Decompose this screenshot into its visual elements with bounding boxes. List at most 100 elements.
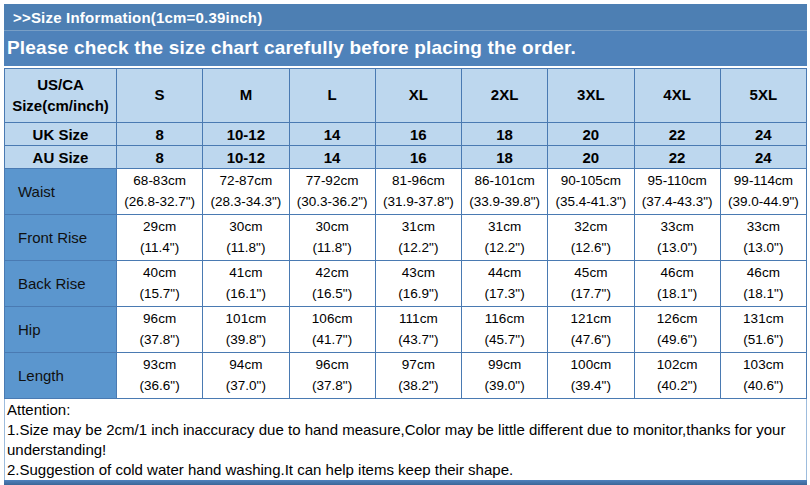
table-cell: 32cm(12.6") <box>548 215 634 261</box>
uk-size-row-label: UK Size <box>5 123 117 146</box>
measurement-cm: 33cm <box>721 217 806 238</box>
measurement-cm: 121cm <box>548 309 633 330</box>
table-cell: 86-101cm(33.9-39.8") <box>462 169 548 215</box>
size-chart-body: UK Size810-12141618202224AU Size810-1214… <box>5 123 807 399</box>
measurement-cm: 90-105cm <box>548 171 633 192</box>
waist-row: Waist68-83cm(26.8-32.7")72-87cm(28.3-34.… <box>5 169 807 215</box>
table-cell: 24 <box>720 123 806 146</box>
table-cell: 126cm(49.6") <box>634 307 720 353</box>
measurement-inch: (11.8") <box>203 238 288 259</box>
measurement-inch: (16.9") <box>376 284 461 305</box>
measurement-cm: 97cm <box>376 355 461 376</box>
measurement-inch: (18.1") <box>721 284 806 305</box>
uk-size-row: UK Size810-12141618202224 <box>5 123 807 146</box>
table-cell: 30cm(11.8") <box>289 215 375 261</box>
table-cell: 16 <box>375 123 461 146</box>
measurement-inch: (37.8") <box>290 376 375 397</box>
measurement-cm: 45cm <box>548 263 633 284</box>
measurement-inch: (40.6") <box>721 376 806 397</box>
table-cell: 33cm(13.0") <box>634 215 720 261</box>
size-col-header: L <box>289 69 375 123</box>
measurement-inch: (12.6") <box>548 238 633 259</box>
table-cell: 46cm(18.1") <box>634 261 720 307</box>
table-cell: 131cm(51.6") <box>720 307 806 353</box>
measurement-cm: 102cm <box>635 355 720 376</box>
table-cell: 103cm(40.6") <box>720 353 806 399</box>
size-chart-header: US/CASize(cm/inch)SMLXL2XL3XL4XL5XL <box>5 69 807 123</box>
measurement-cm: 77-92cm <box>290 171 375 192</box>
bottom-divider-bar <box>4 480 807 485</box>
measurement-inch: (17.7") <box>548 284 633 305</box>
table-cell: 46cm(18.1") <box>720 261 806 307</box>
measurement-inch: (12.2") <box>462 238 547 259</box>
table-cell: 31cm(12.2") <box>375 215 461 261</box>
measurement-inch: (36.6") <box>117 376 202 397</box>
page-subtitle: Please check the size chart carefully be… <box>4 31 807 66</box>
measurement-cm: 40cm <box>117 263 202 284</box>
table-cell: 121cm(47.6") <box>548 307 634 353</box>
measurement-cm: 100cm <box>548 355 633 376</box>
measurement-cm: 126cm <box>635 309 720 330</box>
measurement-inch: (13.0") <box>721 238 806 259</box>
table-cell: 8 <box>117 123 203 146</box>
table-cell: 10-12 <box>203 146 289 169</box>
measurement-cm: 30cm <box>203 217 288 238</box>
measurement-cm: 101cm <box>203 309 288 330</box>
measurement-inch: (28.3-34.3") <box>203 192 288 213</box>
table-cell: 14 <box>289 146 375 169</box>
table-cell: 40cm(15.7") <box>117 261 203 307</box>
table-cell: 95-110cm(37.4-43.3") <box>634 169 720 215</box>
table-cell: 99-114cm(39.0-44.9") <box>720 169 806 215</box>
measurement-cm: 99-114cm <box>721 171 806 192</box>
measurement-inch: (39.8") <box>203 330 288 351</box>
measurement-cm: 103cm <box>721 355 806 376</box>
table-cell: 81-96cm(31.9-37.8") <box>375 169 461 215</box>
measurement-inch: (43.7") <box>376 330 461 351</box>
attention-note-2: 2.Suggestion of cold water hand washing.… <box>7 460 804 480</box>
measurement-inch: (39.4") <box>548 376 633 397</box>
measurement-cm: 96cm <box>290 355 375 376</box>
table-cell: 14 <box>289 123 375 146</box>
table-cell: 100cm(39.4") <box>548 353 634 399</box>
measurement-cm: 94cm <box>203 355 288 376</box>
measurement-inch: (11.8") <box>290 238 375 259</box>
table-cell: 33cm(13.0") <box>720 215 806 261</box>
measurement-inch: (35.4-41.3") <box>548 192 633 213</box>
measurement-inch: (49.6") <box>635 330 720 351</box>
header-banner: >>Size Information(1cm=0.39inch) Please … <box>4 4 807 66</box>
measurement-inch: (37.8") <box>117 330 202 351</box>
size-col-header: 2XL <box>462 69 548 123</box>
measurement-cm: 33cm <box>635 217 720 238</box>
measurement-inch: (47.6") <box>548 330 633 351</box>
table-cell: 106cm(41.7") <box>289 307 375 353</box>
table-cell: 77-92cm(30.3-36.2") <box>289 169 375 215</box>
measurement-inch: (12.2") <box>376 238 461 259</box>
table-cell: 30cm(11.8") <box>203 215 289 261</box>
table-cell: 72-87cm(28.3-34.3") <box>203 169 289 215</box>
size-col-header: XL <box>375 69 461 123</box>
table-cell: 44cm(17.3") <box>462 261 548 307</box>
size-col-header: S <box>117 69 203 123</box>
measurement-inch: (41.7") <box>290 330 375 351</box>
measurement-inch: (15.7") <box>117 284 202 305</box>
measurement-cm: 131cm <box>721 309 806 330</box>
measurement-cm: 96cm <box>117 309 202 330</box>
measurement-cm: 116cm <box>462 309 547 330</box>
attention-section: Attention: 1.Size may be 2cm/1 inch inac… <box>4 399 807 480</box>
table-cell: 20 <box>548 146 634 169</box>
corner-cell-line2: Size(cm/inch) <box>5 96 116 116</box>
measurement-cm: 68-83cm <box>117 171 202 192</box>
table-cell: 41cm(16.1") <box>203 261 289 307</box>
table-cell: 24 <box>720 146 806 169</box>
table-cell: 101cm(39.8") <box>203 307 289 353</box>
measurement-inch: (45.7") <box>462 330 547 351</box>
table-cell: 8 <box>117 146 203 169</box>
corner-cell: US/CASize(cm/inch) <box>5 69 117 123</box>
measurement-cm: 31cm <box>376 217 461 238</box>
front-rise-row: Front Rise29cm(11.4")30cm(11.8")30cm(11.… <box>5 215 807 261</box>
table-cell: 111cm(43.7") <box>375 307 461 353</box>
size-col-header: M <box>203 69 289 123</box>
measurement-cm: 72-87cm <box>203 171 288 192</box>
table-cell: 45cm(17.7") <box>548 261 634 307</box>
table-cell: 96cm(37.8") <box>289 353 375 399</box>
